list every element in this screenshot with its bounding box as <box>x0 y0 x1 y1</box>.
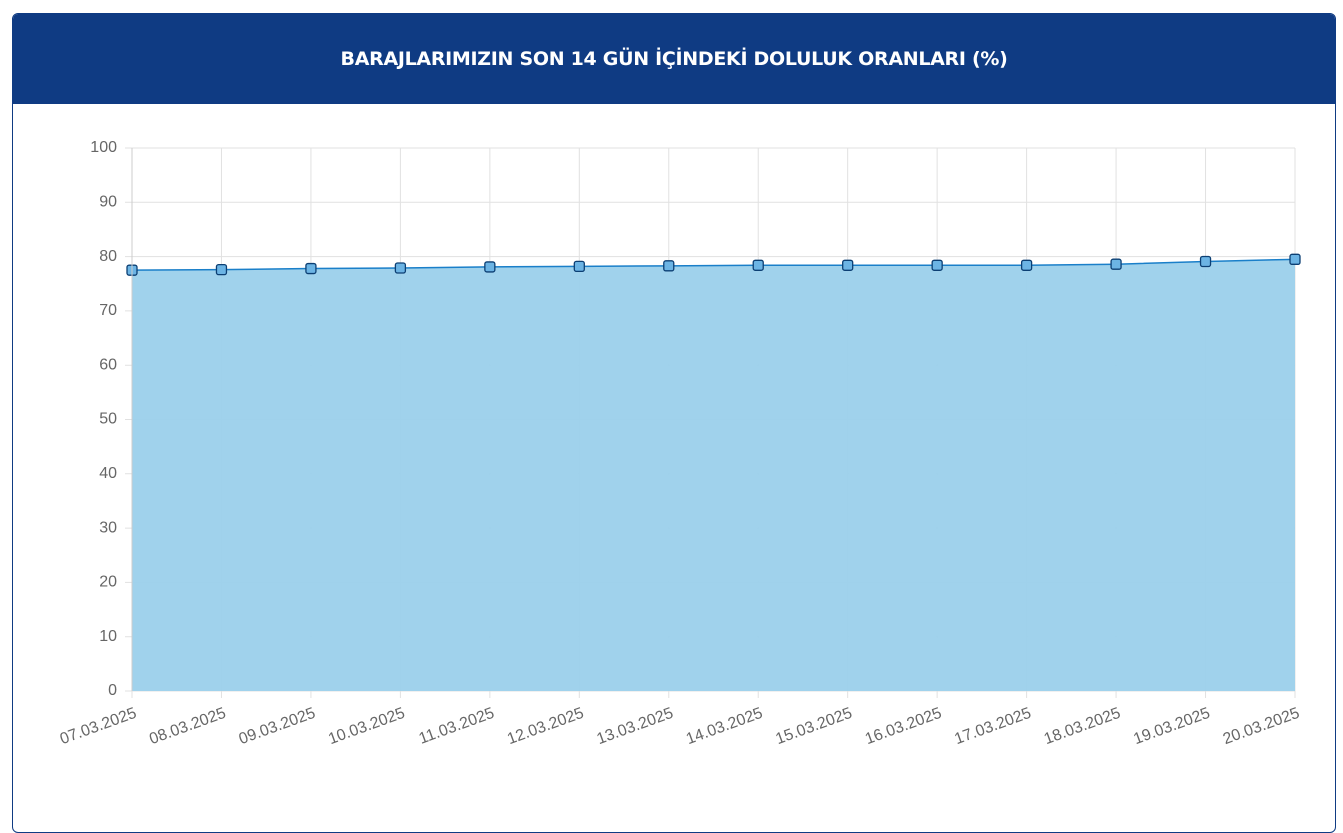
x-tick-label: 16.03.2025 <box>863 705 944 748</box>
point <box>305 262 317 275</box>
point <box>663 260 675 272</box>
y-tick-label: 100 <box>90 139 117 156</box>
point <box>573 260 585 273</box>
card: BARAJLARIMIZIN SON 14 GÜN İÇİNDEKİ DOLUL… <box>12 13 1336 833</box>
line <box>131 258 1296 271</box>
y-tick-label: 10 <box>99 628 117 645</box>
x-tick-label: 19.03.2025 <box>1131 705 1212 748</box>
chart-title: BARAJLARIMIZIN SON 14 GÜN İÇİNDEKİ DOLUL… <box>13 14 1335 104</box>
y-tick-label: 0 <box>108 682 117 699</box>
point <box>1199 255 1212 268</box>
y-tick-label: 60 <box>99 356 117 373</box>
point <box>931 259 943 271</box>
x-tick-label: 14.03.2025 <box>684 705 765 748</box>
y-tick-label: 30 <box>99 519 117 536</box>
y-tick-label: 70 <box>99 302 117 319</box>
x-tick-label: 07.03.2025 <box>58 705 139 748</box>
x-tick-label: 18.03.2025 <box>1042 705 1123 748</box>
x-tick-label: 12.03.2025 <box>505 705 586 748</box>
point <box>215 263 228 276</box>
y-tick-label: 80 <box>99 248 117 265</box>
chart: 0 10 20 30 40 50 60 70 80 90 100 07.03.2025 08.03.20… <box>58 139 1302 748</box>
x-tick-label: 08.03.2025 <box>147 705 228 748</box>
x-tick-label: 09.03.2025 <box>237 705 318 748</box>
y-tick-label: 50 <box>99 411 117 428</box>
x-tick-label: 11.03.2025 <box>417 705 497 748</box>
point <box>394 262 407 274</box>
point <box>484 261 496 273</box>
x-tick-label: 10.03.2025 <box>326 705 407 748</box>
point <box>1020 259 1033 271</box>
y-tick-label: 90 <box>99 194 117 211</box>
area <box>132 259 1295 691</box>
x-tick-label: 15.03.2025 <box>773 705 854 748</box>
point <box>752 259 764 271</box>
point <box>1289 253 1301 265</box>
point <box>842 259 854 271</box>
y-tick-label: 20 <box>99 574 117 591</box>
x-tick-label: 17.03.2025 <box>952 705 1033 748</box>
y-tick-label: 40 <box>99 465 117 482</box>
x-tick-label: 13.03.2025 <box>595 705 676 748</box>
point <box>1110 258 1122 270</box>
x-tick-label: 20.03.2025 <box>1221 705 1302 748</box>
page: BARAJLARIMIZIN SON 14 GÜN İÇİNDEKİ DOLUL… <box>12 13 1336 833</box>
